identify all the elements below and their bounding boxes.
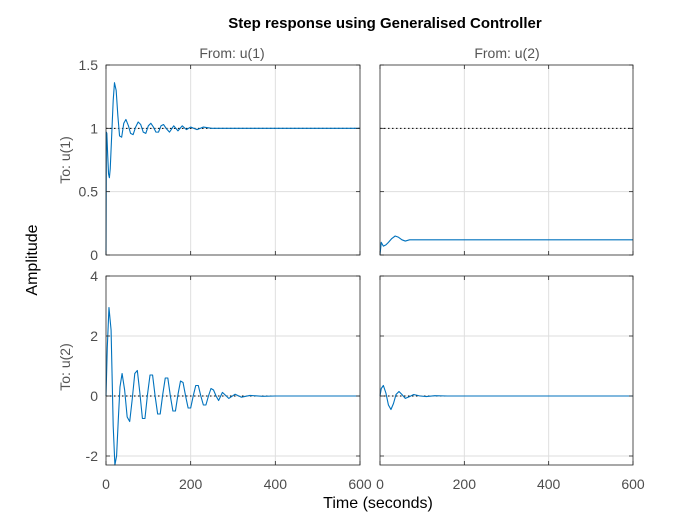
x-tick-label: 600 xyxy=(621,476,645,492)
x-tick-label: 0 xyxy=(376,476,384,492)
row-label-u1: To: u(1) xyxy=(57,136,73,183)
panel-background xyxy=(380,276,633,465)
panel-frame xyxy=(379,64,634,256)
row-label-u2: To: u(2) xyxy=(57,343,73,390)
x-tick-label: 400 xyxy=(537,476,561,492)
panel-background xyxy=(106,65,360,255)
y-tick-label: 0 xyxy=(90,247,98,263)
panel-2-2: 0 200 400 600 xyxy=(376,275,645,492)
response-line-u1-from-u1 xyxy=(105,82,360,256)
panel-frame xyxy=(379,275,634,466)
panel-1-1: 0 0.5 1 1.5 xyxy=(79,57,361,263)
panel-background xyxy=(106,276,360,465)
x-tick-label: 200 xyxy=(179,476,203,492)
y-tick-label: 0 xyxy=(90,388,98,404)
response-line-u2-from-u1 xyxy=(105,306,360,466)
panel-background xyxy=(380,65,633,255)
x-axis-label: Time (seconds) xyxy=(323,495,433,512)
chart-title: Step response using Generalised Controll… xyxy=(228,15,542,32)
column-label-u2: From: u(2) xyxy=(474,45,539,61)
panel-frame xyxy=(105,64,361,256)
y-tick-label: 0.5 xyxy=(79,184,99,200)
response-line-u2-from-u2 xyxy=(379,384,633,411)
y-tick-label: 1.5 xyxy=(79,57,99,73)
x-tick-label: 200 xyxy=(453,476,477,492)
panel-frame xyxy=(105,275,361,466)
y-tick-label: 2 xyxy=(90,328,98,344)
y-tick-label: 1 xyxy=(90,120,98,136)
x-tick-label: 0 xyxy=(102,476,110,492)
response-line-u1-from-u2 xyxy=(379,235,633,256)
x-tick-label: 600 xyxy=(348,476,372,492)
column-label-u1: From: u(1) xyxy=(199,45,264,61)
y-tick-label: 4 xyxy=(90,268,98,284)
x-tick-label: 400 xyxy=(264,476,288,492)
panel-1-2 xyxy=(379,64,634,256)
y-axis-label: Amplitude xyxy=(24,224,41,295)
y-tick-label: -2 xyxy=(86,448,99,464)
